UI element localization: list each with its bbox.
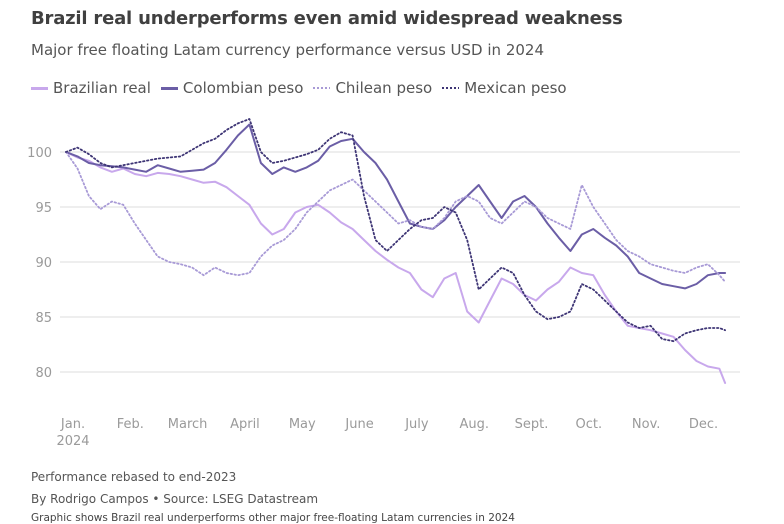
y-tick-label-100: 100 [27,146,52,161]
footer-note: Performance rebased to end-2023 [31,470,237,484]
x-tick-label-1: Feb. [117,417,144,432]
y-tick-label-80: 80 [35,366,52,381]
x-tick-label-6: July [404,417,429,432]
chart-legend: Brazilian real Colombian peso Chilean pe… [31,78,577,98]
x-tick-label-8: Sept. [515,417,549,432]
x-tick-label-11: Dec. [689,417,718,432]
series-line-brazilian-real [65,151,727,384]
series-line-colombian-peso [65,123,727,290]
y-tick-label-85: 85 [35,311,52,326]
x-tick-label-2: March [168,417,208,432]
legend-swatch-chilean-peso [313,87,331,89]
chart-area: 80 85 90 95 100 Jan. Feb. March April May June July… [0,100,784,452]
chart-subtitle: Major free floating Latam currency perfo… [31,41,544,59]
legend-item-colombian-peso: Colombian peso [160,79,304,97]
legend-swatch-brazilian-real [31,86,48,90]
x-tick-sublabel-year: 2024 [56,434,89,449]
legend-label-chilean-peso: Chilean peso [335,79,433,97]
legend-label-brazilian-real: Brazilian real [53,79,151,97]
legend-swatch-mexican-peso [442,87,460,89]
x-tick-label-3: April [230,417,260,432]
x-tick-label-10: Nov. [632,417,661,432]
chart-title: Brazil real underperforms even amid wide… [31,8,623,29]
series-line-chilean-peso [65,151,726,283]
legend-label-colombian-peso: Colombian peso [182,79,304,97]
footer-byline: By Rodrigo Campos • Source: LSEG Datastr… [31,492,319,506]
line-chart: 80 85 90 95 100 Jan. Feb. March April May June July… [27,118,740,449]
series-line-mexican-peso [65,118,726,343]
legend-swatch-colombian-peso [160,86,178,90]
legend-item-mexican-peso: Mexican peso [442,79,567,97]
y-tick-label-95: 95 [35,201,52,216]
legend-label-mexican-peso: Mexican peso [464,79,567,97]
x-tick-label-9: Oct. [576,417,603,432]
x-tick-label-0: Jan. [60,417,85,432]
y-tick-label-90: 90 [35,256,52,271]
x-tick-label-5: June [344,417,373,432]
x-tick-label-7: Aug. [459,417,489,432]
x-tick-label-4: May [289,417,316,432]
legend-item-brazilian-real: Brazilian real [31,79,151,97]
legend-item-chilean-peso: Chilean peso [313,79,432,97]
footer-caption: Graphic shows Brazil real underperforms … [31,512,515,524]
